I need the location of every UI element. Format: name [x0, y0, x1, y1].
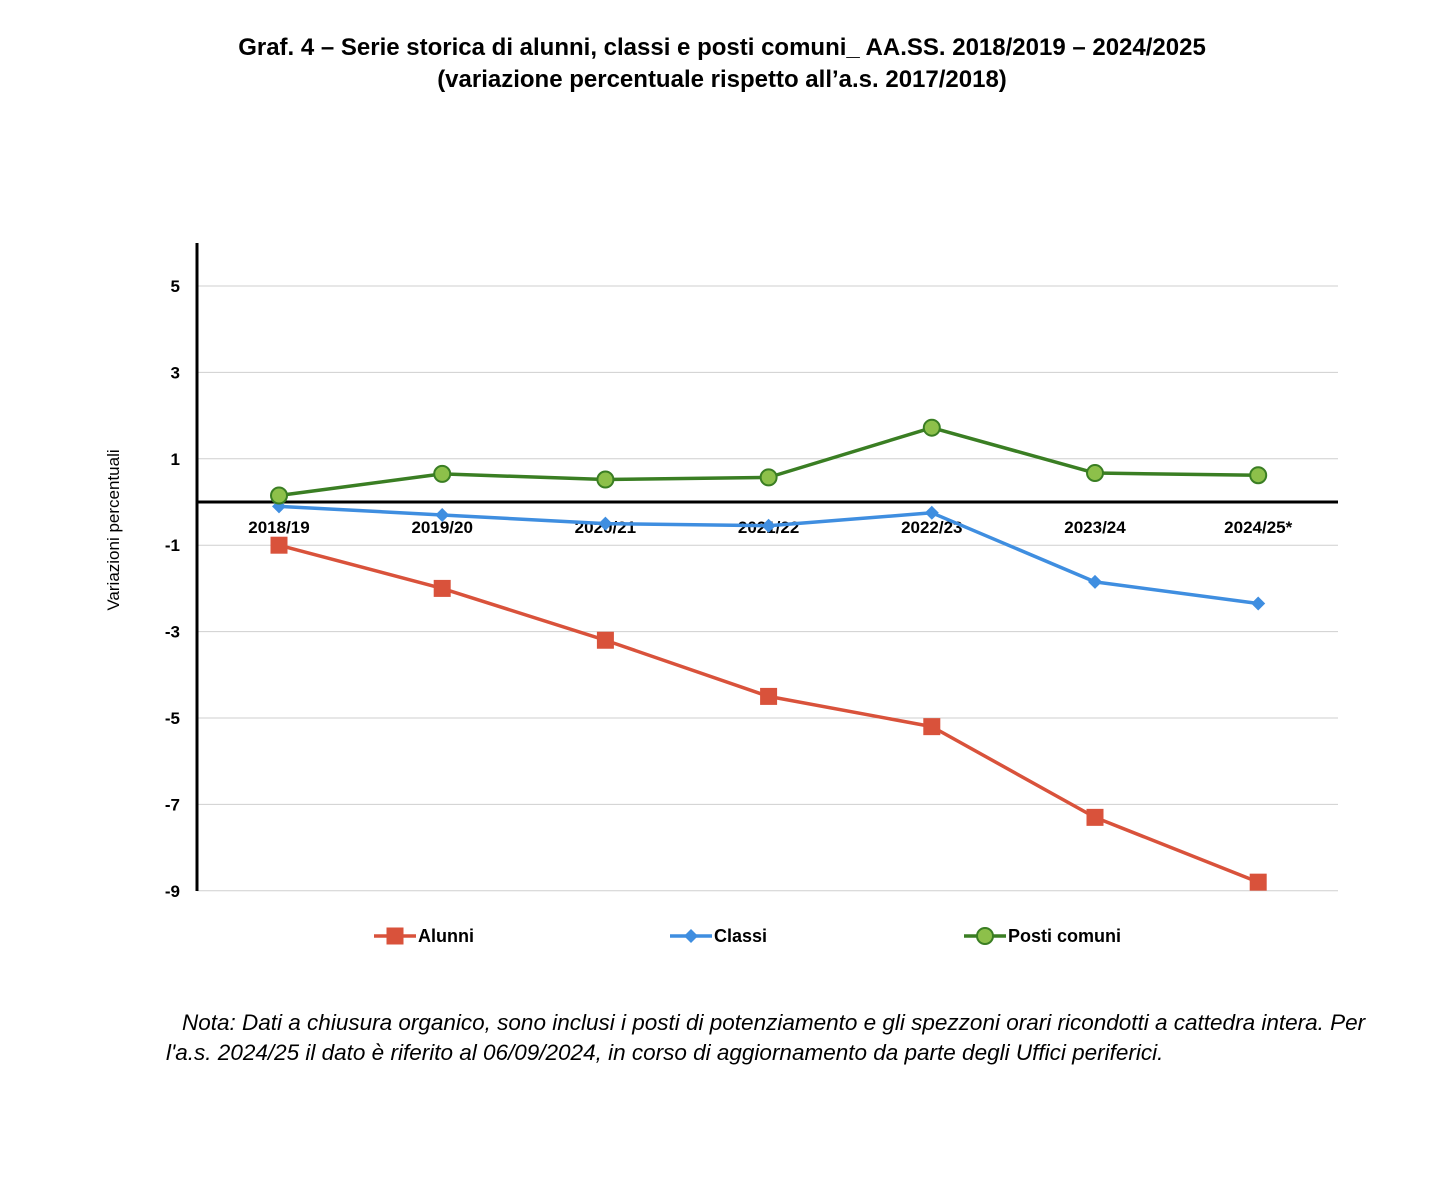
legend-item-posti-comuni: Posti comuni	[964, 926, 1121, 946]
x-tick-label: 2022/23	[901, 518, 962, 537]
data-point-classi	[1088, 574, 1102, 589]
data-point-classi	[1251, 596, 1266, 611]
line-chart: 5 3 1 -1 -3 -5 -7 -9 Variazioni percentuali 2018/…	[104, 243, 1338, 946]
data-point-posti-comuni	[1249, 466, 1268, 485]
data-point-alunni	[760, 687, 778, 705]
title-line-1: Graf. 4 – Serie storica di alunni, class…	[238, 34, 1206, 61]
y-tick-label: -1	[165, 536, 180, 555]
y-tick-label: 1	[171, 450, 180, 469]
data-point-classi	[598, 516, 613, 531]
data-point-classi	[924, 505, 939, 520]
y-tick-label: -3	[165, 623, 180, 642]
data-point-alunni	[923, 718, 941, 736]
legend-label: Alunni	[418, 926, 474, 946]
title-line-2: (variazione percentuale rispetto all’a.s…	[437, 66, 1007, 93]
footnote: Nota: Dati a chiusura organico, sono inc…	[166, 1010, 1366, 1065]
y-axis-label: Variazioni percentuali	[104, 449, 123, 610]
axis-layer: 5 3 1 -1 -3 -5 -7 -9 Variazioni percentuali 2018/…	[104, 243, 1338, 901]
y-tick-label: 3	[171, 363, 180, 382]
chart-title: Graf. 4 – Serie storica di alunni, class…	[0, 32, 1444, 96]
data-point-alunni	[596, 631, 614, 649]
data-point-posti-comuni	[759, 468, 778, 487]
x-tick-label: 2018/19	[248, 518, 309, 537]
legend-marker	[684, 929, 698, 943]
data-point-posti-comuni	[922, 418, 941, 437]
x-tick-label: 2023/24	[1064, 518, 1126, 537]
y-tick-label: -9	[165, 882, 180, 901]
legend-label: Posti comuni	[1008, 926, 1121, 946]
data-point-alunni	[270, 536, 288, 554]
data-point-posti-comuni	[433, 464, 452, 483]
data-point-alunni	[1086, 808, 1104, 826]
y-tick-label: 5	[171, 277, 180, 296]
data-point-classi	[435, 507, 450, 522]
data-point-alunni	[433, 579, 451, 597]
series-layer	[270, 418, 1268, 891]
data-point-posti-comuni	[1086, 464, 1104, 483]
grid-layer	[197, 285, 1338, 892]
legend-label: Classi	[714, 926, 767, 946]
legend-marker	[976, 927, 994, 945]
legend-item-alunni: Alunni	[374, 926, 474, 946]
series-line-alunni	[278, 543, 1259, 884]
y-tick-label: -5	[165, 709, 180, 728]
x-tick-label: 2019/20	[411, 518, 472, 537]
y-tick-label: -7	[165, 795, 180, 814]
data-point-posti-comuni	[270, 486, 288, 505]
data-point-classi	[761, 518, 776, 533]
legend-marker	[386, 927, 404, 945]
legend: Alunni Classi Posti comuni	[374, 926, 1121, 946]
x-tick-label: 2024/25*	[1224, 518, 1292, 537]
data-point-posti-comuni	[596, 470, 615, 489]
legend-item-classi: Classi	[670, 926, 767, 946]
data-point-alunni	[1249, 873, 1267, 891]
